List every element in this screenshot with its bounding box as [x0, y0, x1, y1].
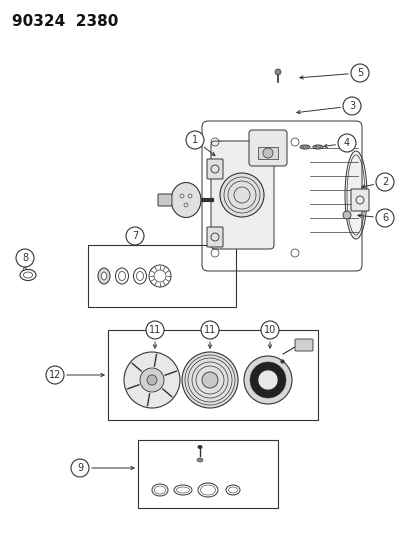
Text: 5: 5	[356, 68, 362, 78]
Circle shape	[342, 211, 350, 219]
Circle shape	[243, 356, 291, 404]
FancyBboxPatch shape	[206, 159, 223, 179]
Circle shape	[219, 173, 263, 217]
Circle shape	[201, 321, 218, 339]
FancyBboxPatch shape	[206, 227, 223, 247]
Circle shape	[185, 131, 204, 149]
Ellipse shape	[344, 151, 366, 239]
Text: 90324  2380: 90324 2380	[12, 14, 118, 29]
Circle shape	[274, 69, 280, 75]
FancyBboxPatch shape	[248, 130, 286, 166]
Text: 11: 11	[203, 325, 216, 335]
FancyBboxPatch shape	[350, 189, 368, 211]
Circle shape	[147, 375, 157, 385]
Text: 11: 11	[149, 325, 161, 335]
Ellipse shape	[197, 445, 202, 449]
Circle shape	[249, 362, 285, 398]
Bar	[88, 245, 235, 307]
Circle shape	[16, 249, 34, 267]
Circle shape	[182, 352, 237, 408]
Circle shape	[46, 366, 64, 384]
Bar	[138, 440, 277, 508]
Text: 8: 8	[22, 253, 28, 263]
Text: 2: 2	[381, 177, 387, 187]
Circle shape	[375, 173, 393, 191]
FancyBboxPatch shape	[211, 141, 273, 249]
Text: 12: 12	[49, 370, 61, 380]
Circle shape	[140, 368, 164, 392]
Ellipse shape	[98, 268, 110, 284]
Circle shape	[124, 352, 180, 408]
Circle shape	[71, 459, 89, 477]
Circle shape	[126, 227, 144, 245]
Text: 10: 10	[263, 325, 275, 335]
Circle shape	[257, 370, 277, 390]
Circle shape	[350, 64, 368, 82]
Text: 4: 4	[343, 138, 349, 148]
Ellipse shape	[171, 182, 201, 217]
Text: 1: 1	[192, 135, 197, 145]
FancyBboxPatch shape	[158, 194, 171, 206]
Circle shape	[146, 321, 164, 339]
Text: 6: 6	[381, 213, 387, 223]
Circle shape	[337, 134, 355, 152]
Text: 9: 9	[77, 463, 83, 473]
Circle shape	[260, 321, 278, 339]
Ellipse shape	[299, 145, 309, 149]
Circle shape	[262, 148, 272, 158]
Circle shape	[375, 209, 393, 227]
Text: 7: 7	[132, 231, 138, 241]
Circle shape	[342, 97, 360, 115]
FancyBboxPatch shape	[294, 339, 312, 351]
Bar	[257, 147, 277, 159]
Ellipse shape	[301, 146, 307, 148]
Ellipse shape	[197, 458, 202, 462]
Ellipse shape	[314, 146, 320, 148]
Text: 3: 3	[348, 101, 354, 111]
Ellipse shape	[312, 145, 322, 149]
Bar	[108, 330, 317, 420]
Circle shape	[202, 372, 218, 388]
Ellipse shape	[101, 272, 106, 280]
